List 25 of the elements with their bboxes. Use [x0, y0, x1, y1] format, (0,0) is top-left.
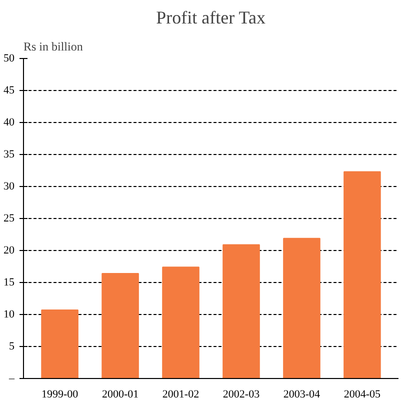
y-tick-label: 40: [4, 116, 15, 128]
x-tick-label: 2002-03: [222, 388, 260, 400]
y-tick-label: 35: [4, 148, 15, 160]
bar: [283, 238, 320, 378]
y-tick-label: 50: [4, 52, 15, 64]
y-axis-title: Rs in billion: [24, 40, 83, 54]
y-tick-label: 15: [4, 276, 15, 288]
chart-title: Profit after Tax: [156, 8, 266, 28]
bar: [344, 171, 381, 378]
y-tick-label: 5: [9, 340, 15, 352]
x-tick-label: 2000-01: [102, 388, 139, 400]
x-tick-label: 1999-00: [41, 388, 79, 400]
bar: [41, 310, 78, 378]
x-tick-label: 2004-05: [344, 388, 382, 400]
bar: [102, 273, 139, 378]
y-tick-label: 25: [4, 212, 15, 224]
y-tick-label: 10: [4, 308, 15, 320]
bar: [162, 266, 200, 378]
x-tick-label: 2001-02: [162, 388, 200, 400]
y-tick-label: 20: [4, 244, 15, 256]
bar: [222, 244, 260, 378]
x-tick-label: 2003-04: [283, 388, 321, 400]
y-tick-label: 45: [4, 84, 15, 96]
y-tick-label: –: [8, 372, 15, 384]
y-tick-label: 30: [4, 180, 15, 192]
